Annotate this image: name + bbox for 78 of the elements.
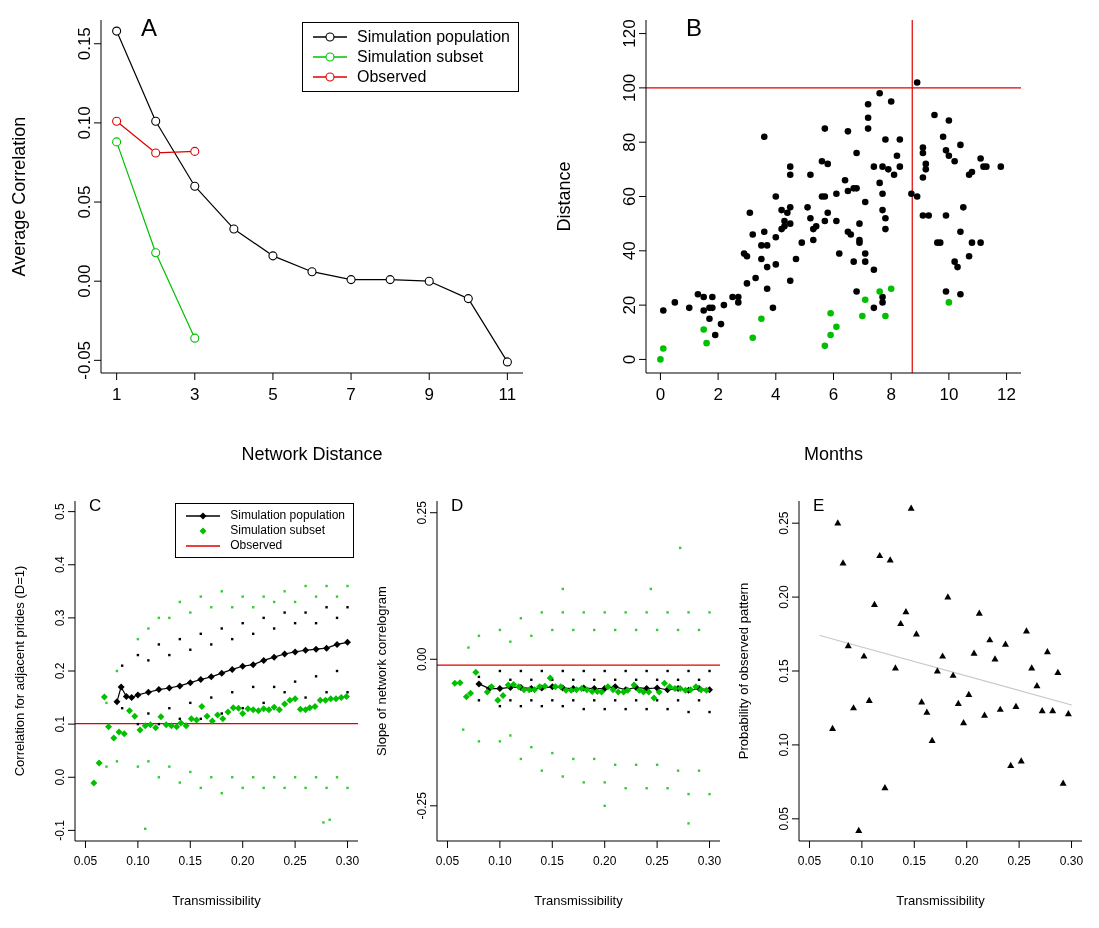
y-tick-label: 0.5 [53,502,67,520]
legend-label: Simulation population [230,508,345,523]
x-axis-title: Transmissibility [896,893,986,908]
y-axis-title: Slope of network correlogram [373,586,389,756]
y-tick-label: 40 [620,241,639,261]
x-tick-label: 0.05 [797,853,822,868]
y-tick-label: 0.4 [53,556,67,574]
x-tick-label: 5 [268,385,278,405]
y-tick-label: 0.3 [53,609,67,627]
y-tick-label: -0.05 [75,340,94,380]
x-tick-label: 0.30 [1059,853,1084,868]
y-tick-label: 100 [620,73,639,103]
x-tick-label: 0.10 [850,853,874,868]
x-axis-title: Transmissibility [534,893,624,908]
x-tick-label: 0.15 [178,853,203,868]
x-tick-label: 0.10 [488,853,512,868]
annotation: E [813,496,825,515]
x-tick-label: 8 [886,385,896,405]
legend-label: Observed [357,67,427,87]
x-tick-label: 3 [190,385,200,405]
x-tick-label: 9 [424,385,434,405]
y-tick-label: 0.00 [415,647,429,671]
y-tick-label: 0.15 [777,659,791,683]
x-tick-label: 1 [111,385,122,405]
x-tick-label: 2 [713,385,723,405]
y-tick-label: 60 [620,187,639,206]
annotation: C [89,496,102,515]
y-axis-title: Correlation for adjacent prides (D=1) [11,565,27,777]
y-tick-label: 0.25 [415,500,429,525]
x-tick-label: 0.20 [593,853,617,868]
annotation: D [451,496,464,515]
legend-label: Simulation subset [357,47,484,67]
x-tick-label: 12 [997,385,1017,405]
x-tick-label: 0.20 [955,853,979,868]
y-tick-label: 0.10 [75,106,94,140]
y-tick-label: 80 [620,132,639,152]
x-tick-label: 4 [771,385,781,405]
x-axis-title: Months [803,444,864,464]
y-axis-title: Probability of observed pattern [735,582,751,760]
legend-label: Observed [230,538,283,553]
y-tick-label: 0.00 [75,264,94,298]
y-tick-label: 120 [620,19,639,48]
y-tick-label: 0.15 [75,27,94,61]
y-tick-label: 0.0 [53,768,67,786]
y-tick-label: 0.05 [777,806,791,831]
x-tick-label: 0.05 [435,853,460,868]
x-tick-label: 0.30 [697,853,722,868]
x-tick-label: 0.25 [283,853,308,868]
x-tick-label: 0.15 [540,853,565,868]
legend-label: Simulation subset [230,523,325,538]
x-tick-label: 11 [498,385,517,405]
x-axis-title: Network Distance [241,444,383,464]
y-tick-label: 0 [620,354,639,365]
x-tick-label: 0.20 [231,853,255,868]
x-tick-label: 7 [346,385,356,405]
x-tick-label: 6 [828,385,839,405]
y-tick-label: 0.2 [53,662,67,680]
x-tick-label: 0.10 [126,853,150,868]
legend-label: Simulation population [357,27,510,47]
x-tick-label: 0.30 [335,853,360,868]
y-tick-label: 0.1 [53,715,67,733]
x-tick-label: 0 [655,385,666,405]
annotation: B [686,14,703,41]
x-axis-title: Transmissibility [172,893,262,908]
y-tick-label: 20 [620,295,639,315]
y-tick-label: 0.10 [777,732,791,757]
x-tick-label: 0.25 [645,853,670,868]
y-tick-label: 0.25 [777,511,791,535]
y-tick-label: -0.25 [415,791,429,820]
y-tick-label: 0.05 [75,185,94,219]
annotation: A [141,14,158,41]
x-tick-label: 0.25 [1007,853,1032,868]
y-axis-title: Average Correlation [9,116,30,277]
y-tick-label: -0.1 [53,819,67,841]
x-tick-label: 0.15 [902,853,927,868]
x-tick-label: 10 [939,385,959,405]
y-tick-label: 0.20 [777,585,791,609]
y-axis-title: Distance [554,161,575,232]
